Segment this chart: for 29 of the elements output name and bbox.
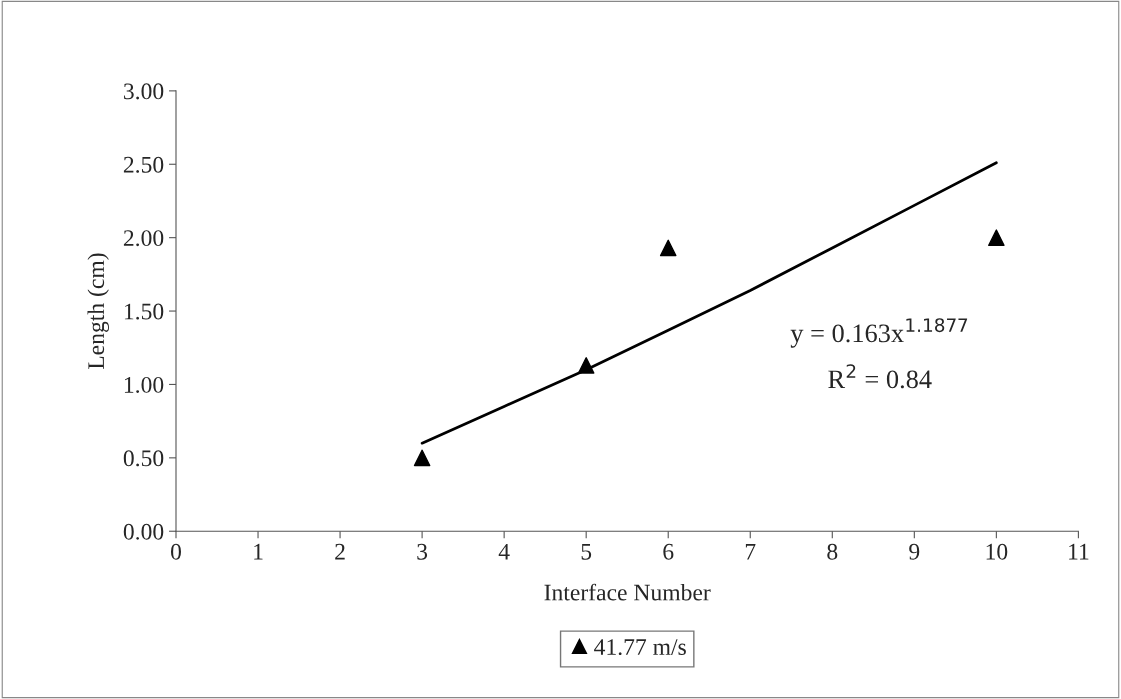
point [413, 449, 431, 467]
x-tick-label: 11 [1069, 543, 1089, 560]
y-tick-label: 0.00 [123, 523, 164, 540]
x-tick-label: 2 [335, 543, 345, 560]
x-tick-label: 0 [170, 543, 181, 560]
y-tick-label: 1.00 [124, 376, 164, 393]
point [659, 239, 677, 257]
x-tick-label: 1 [254, 543, 263, 560]
annotation: y = 0.163x$^{1.1877}$ [790, 318, 968, 348]
y-tick-label: 2.50 [123, 156, 164, 173]
y-tick-label: 0.50 [123, 450, 164, 467]
x-tick-label: 3 [417, 543, 428, 560]
y-tick-label: 3.00 [124, 83, 164, 100]
point [577, 357, 595, 374]
x-tick-label: 6 [663, 543, 674, 560]
x-tick-label: 7 [745, 543, 756, 560]
legend-label: 41.77 m/s [594, 639, 686, 656]
y-axis-title: Length (cm) [87, 253, 109, 370]
x-tick-label: 5 [581, 543, 592, 560]
x-tick-label: 4 [498, 543, 510, 560]
x-tick-label: 10 [986, 543, 1008, 560]
point [988, 229, 1005, 246]
annotation: R$^{2}$ = 0.84 [828, 364, 932, 389]
y-tick-label: 1.50 [124, 303, 164, 320]
x-axis-title: Interface Number [544, 583, 711, 601]
line-series [420, 161, 998, 445]
x-tick-label: 8 [827, 543, 838, 560]
y-tick-label: 2.00 [123, 230, 164, 247]
x-tick-label: 9 [909, 543, 920, 560]
